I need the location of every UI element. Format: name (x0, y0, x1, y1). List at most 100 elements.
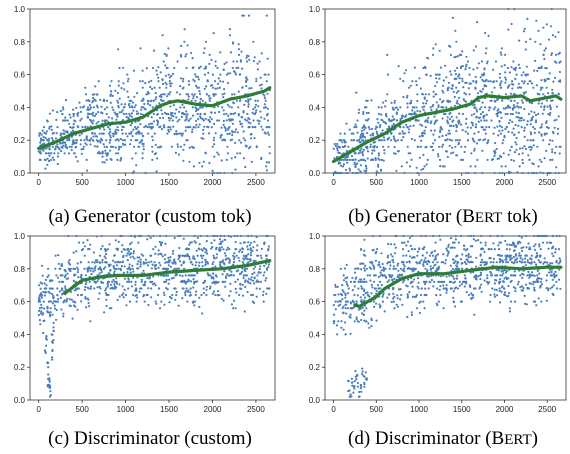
scatter-point (442, 91, 445, 94)
scatter-point (539, 284, 542, 287)
scatter-point (255, 249, 258, 252)
scatter-point (392, 265, 395, 268)
scatter-point (265, 80, 268, 83)
scatter-point (109, 136, 112, 139)
x-tick-label: 1500 (453, 178, 471, 187)
scatter-point (365, 307, 368, 310)
scatter-point (480, 290, 483, 293)
scatter-point (61, 106, 65, 109)
scatter-point (219, 234, 222, 238)
scatter-point (250, 234, 253, 238)
scatter-point (354, 277, 357, 280)
scatter-point (169, 91, 172, 94)
scatter-point (177, 254, 180, 257)
scatter-point (246, 248, 250, 251)
scatter-point (460, 283, 463, 286)
scatter-point (47, 290, 50, 293)
scatter-point (477, 239, 480, 242)
scatter-point (450, 152, 453, 155)
scatter-point (194, 126, 197, 129)
scatter-point (115, 114, 118, 117)
scatter-point (244, 285, 247, 289)
scatter-point (252, 59, 255, 63)
scatter-point (500, 126, 503, 129)
scatter-point (409, 152, 412, 155)
scatter-point (247, 253, 250, 256)
scatter-point (98, 261, 101, 264)
scatter-point (136, 92, 139, 95)
scatter-point (448, 274, 451, 277)
scatter-point (539, 248, 542, 251)
scatter-point (424, 261, 427, 264)
scatter-point (82, 145, 85, 148)
scatter-point (173, 133, 176, 136)
scatter-point (497, 244, 500, 247)
scatter-point (549, 171, 552, 175)
scatter-point (247, 241, 250, 244)
scatter-point (124, 293, 127, 297)
scatter-point (357, 139, 361, 142)
scatter-point (197, 117, 200, 121)
scatter-point (121, 139, 124, 142)
scatter-point (223, 62, 226, 66)
scatter-point (545, 86, 548, 89)
scatter-point (219, 240, 222, 243)
scatter-point (93, 132, 97, 135)
scatter-point (540, 102, 544, 105)
scatter-point (95, 135, 99, 138)
scatter-point (481, 261, 485, 264)
scatter-point (196, 254, 199, 257)
scatter-point (344, 156, 347, 160)
scatter-point (85, 99, 88, 102)
scatter-point (213, 143, 216, 146)
scatter-point (182, 237, 185, 240)
scatter-point (507, 284, 510, 288)
scatter-point (227, 72, 230, 75)
scatter-point (363, 238, 366, 241)
scatter-point (156, 157, 159, 160)
scatter-point (183, 106, 186, 109)
scatter-point (532, 139, 535, 142)
scatter-point (399, 267, 403, 270)
scatter-point (413, 139, 416, 142)
scatter-point (540, 123, 544, 126)
scatter-point (198, 296, 201, 299)
scatter-point (516, 105, 519, 108)
scatter-point (464, 130, 467, 133)
scatter-point (458, 284, 461, 287)
scatter-point (120, 265, 123, 268)
scatter-point (500, 65, 503, 68)
scatter-point (354, 123, 357, 126)
scatter-point (545, 120, 548, 123)
scatter-point (380, 168, 383, 171)
trend-line-b (331, 94, 563, 164)
scatter-point (396, 297, 399, 300)
scatter-point (193, 274, 196, 277)
scatter-point (64, 287, 67, 290)
scatter-point (160, 109, 163, 112)
scatter-point (170, 82, 173, 85)
scatter-point (489, 293, 492, 297)
scatter-point (266, 92, 269, 95)
scatter-point (348, 167, 351, 170)
scatter-point (183, 279, 186, 282)
scatter-point (137, 260, 140, 263)
scatter-point (183, 40, 186, 43)
scatter-point (146, 293, 149, 297)
scatter-point (543, 106, 546, 109)
scatter-point (217, 153, 220, 156)
scatter-point (105, 298, 108, 301)
scatter-point (344, 171, 347, 175)
scatter-point (51, 109, 55, 112)
scatter-point (44, 132, 48, 135)
scatter-point (524, 254, 527, 257)
scatter-point (84, 296, 87, 299)
scatter-point (434, 256, 437, 259)
scatter-point (380, 269, 383, 272)
scatter-point (344, 321, 347, 324)
scatter-point (154, 267, 157, 270)
scatter-point (179, 77, 183, 80)
scatter-point (246, 290, 249, 294)
scatter-point (403, 171, 406, 175)
scatter-point (250, 132, 253, 136)
